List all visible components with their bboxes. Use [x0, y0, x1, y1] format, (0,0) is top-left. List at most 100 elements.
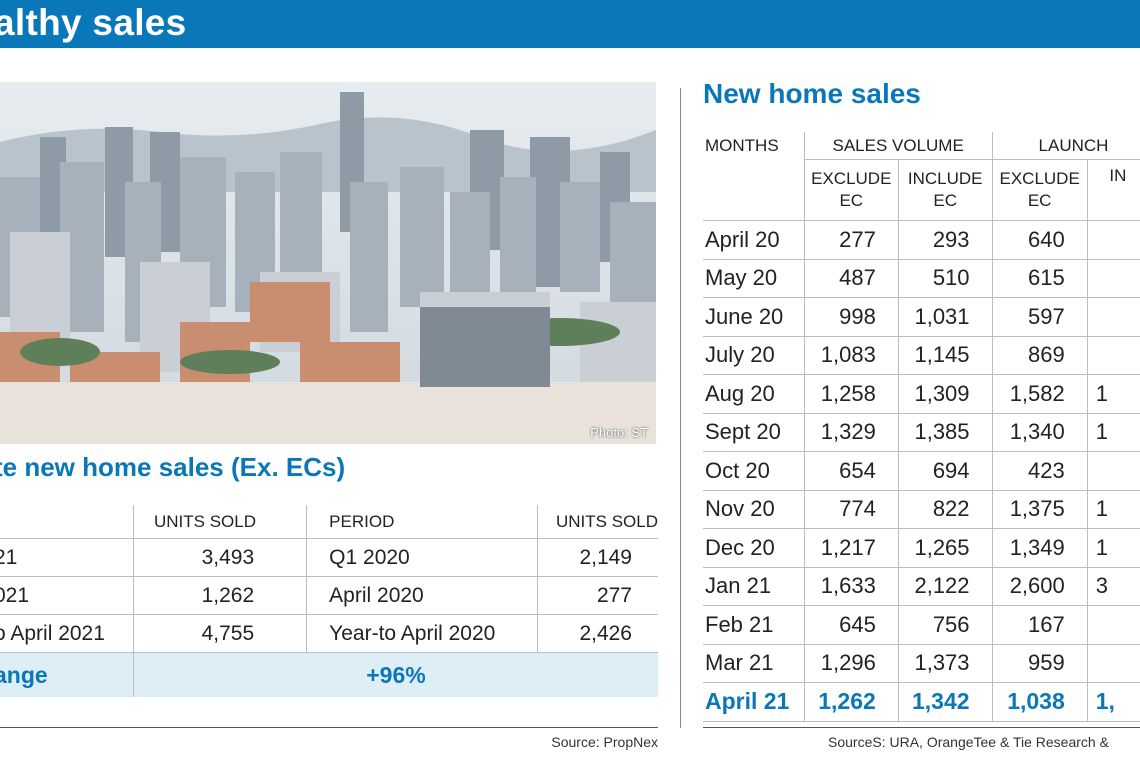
header-banner: althy sales	[0, 0, 1140, 48]
table-row: June 20 998 1,031 597	[703, 297, 1140, 337]
value-cell: 1,	[1087, 682, 1140, 722]
value-cell: 1,296	[820, 650, 876, 676]
value-cell: 1,262	[818, 688, 876, 715]
subheader-include-ec: INCLUDE EC	[898, 159, 993, 221]
value-cell	[1087, 644, 1140, 683]
table-row: Nov 20 774 822 1,375 1	[703, 490, 1140, 529]
units-cell: 2,149	[537, 538, 658, 577]
value-cell: 694	[932, 457, 970, 483]
header-sales-volume: SALES VOLUME	[803, 132, 993, 160]
subheader-launch-exclude-ec: EXCLUDE EC	[992, 159, 1088, 221]
change-label: ange	[0, 661, 48, 688]
new-home-sales-table: MONTHS SALES VOLUME LAUNCH EXCLUDE EC IN…	[703, 132, 1140, 722]
value-cell: 1,217	[820, 534, 876, 560]
value-cell: 1,633	[820, 573, 876, 599]
units-cell: 277	[537, 576, 658, 615]
table-row: o April 2021 4,755 Year-to April 2020 2,…	[0, 614, 658, 653]
month-cell: June 20	[703, 297, 805, 337]
table-row: Mar 21 1,296 1,373 959	[703, 644, 1140, 683]
value-cell: 1,038	[1007, 688, 1065, 715]
left-table-title: te new home sales (Ex. ECs)	[0, 452, 346, 482]
right-table-title: New home sales	[703, 78, 921, 109]
value-cell: 1	[1087, 490, 1140, 529]
city-skyline-photo: Photo: ST	[0, 82, 656, 444]
value-cell: 3	[1087, 567, 1140, 606]
month-cell: Oct 20	[703, 451, 805, 491]
subheader-exclude-ec: EXCLUDE EC	[804, 159, 899, 221]
left-source: Source: PropNex	[551, 734, 658, 750]
subheader-launch-include-ec: IN	[1087, 159, 1140, 221]
value-cell: 959	[1028, 650, 1065, 676]
value-cell: 510	[932, 265, 970, 291]
left-source-divider	[0, 727, 658, 728]
month-cell: Aug 20	[703, 374, 805, 414]
header-period-1	[0, 505, 134, 539]
value-cell	[1087, 451, 1140, 491]
value-cell: 869	[1028, 342, 1065, 368]
units-cell: 3,493	[133, 538, 308, 577]
units-cell: 1,262	[133, 576, 308, 615]
value-cell: 1,375	[1009, 496, 1065, 522]
value-cell: 487	[839, 265, 876, 291]
value-cell: 1,258	[820, 380, 876, 406]
table-row: April 20 277 293 640	[703, 220, 1140, 260]
month-cell: April 20	[703, 220, 805, 260]
table-row: Jan 21 1,633 2,122 2,600 3	[703, 567, 1140, 606]
value-cell: 645	[839, 611, 876, 637]
value-cell: 2,122	[914, 573, 970, 599]
table-header-row: MONTHS SALES VOLUME LAUNCH	[703, 132, 1140, 160]
value-cell: 1,145	[914, 342, 970, 368]
value-cell	[1087, 336, 1140, 375]
value-cell: 1,329	[820, 419, 876, 445]
column-divider	[680, 88, 681, 728]
value-cell: 1,083	[820, 342, 876, 368]
month-cell: Nov 20	[703, 490, 805, 529]
value-cell: 1	[1087, 413, 1140, 452]
month-cell: Dec 20	[703, 528, 805, 568]
table-row: 21 3,493 Q1 2020 2,149	[0, 538, 658, 577]
value-cell	[1087, 605, 1140, 645]
period-cell: April 2020	[306, 576, 538, 615]
value-cell: 1,373	[914, 650, 970, 676]
value-cell: 2,600	[1009, 573, 1065, 599]
value-cell: 1	[1087, 528, 1140, 568]
value-cell: 615	[1028, 265, 1065, 291]
period-cell: Q1 2020	[306, 538, 538, 577]
value-cell: 1,582	[1009, 380, 1065, 406]
private-sales-table: UNITS SOLD PERIOD UNITS SOLD 21 3,493 Q1…	[0, 505, 658, 697]
value-cell: 277	[839, 226, 876, 252]
header-period-2: PERIOD	[306, 505, 538, 539]
value-cell: 774	[839, 496, 876, 522]
value-cell	[1087, 297, 1140, 337]
value-cell: 167	[1028, 611, 1065, 637]
change-value: +96%	[133, 652, 658, 697]
month-cell: Jan 21	[703, 567, 805, 606]
right-source-divider	[703, 727, 1140, 728]
value-cell: 822	[932, 496, 970, 522]
table-row: Aug 20 1,258 1,309 1,582 1	[703, 374, 1140, 414]
right-source: SourceS: URA, OrangeTee & Tie Research &	[828, 734, 1109, 750]
change-row: ange +96%	[0, 652, 658, 697]
value-cell: 998	[839, 303, 876, 329]
table-row: Feb 21 645 756 167	[703, 605, 1140, 645]
photo-credit: Photo: ST	[590, 425, 648, 440]
value-cell: 293	[932, 226, 970, 252]
value-cell: 1,265	[914, 534, 970, 560]
value-cell: 1,031	[914, 303, 970, 329]
value-cell: 1,340	[1009, 419, 1065, 445]
value-cell: 597	[1028, 303, 1065, 329]
table-row: May 20 487 510 615	[703, 259, 1140, 298]
month-cell: Sept 20	[703, 413, 805, 452]
table-row: Oct 20 654 694 423	[703, 451, 1140, 491]
header-units-sold-2: UNITS SOLD	[537, 505, 658, 539]
value-cell: 756	[932, 611, 970, 637]
value-cell: 654	[839, 457, 876, 483]
value-cell: 640	[1028, 226, 1065, 252]
table-row: Dec 20 1,217 1,265 1,349 1	[703, 528, 1140, 568]
period-cell: Year-to April 2020	[306, 614, 538, 653]
month-cell: May 20	[703, 259, 805, 298]
period-cell: o April 2021	[0, 621, 105, 645]
table-subheader-row: EXCLUDE EC INCLUDE EC EXCLUDE EC IN	[703, 159, 1140, 221]
period-cell: 021	[0, 583, 30, 607]
table-header-row: UNITS SOLD PERIOD UNITS SOLD	[0, 505, 658, 539]
